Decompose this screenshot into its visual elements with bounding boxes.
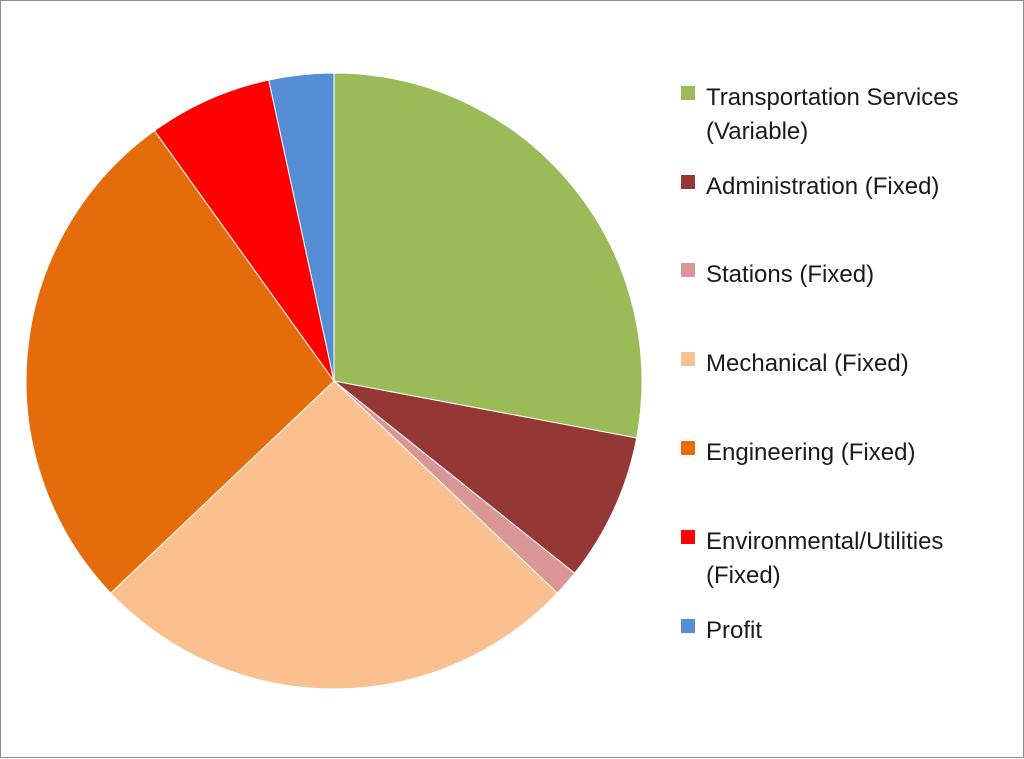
- pie-slice-engineering-fixed: [25, 130, 335, 594]
- legend-label: Environmental/Utilities (Fixed): [706, 528, 944, 589]
- legend-label: Administration (Fixed): [706, 173, 940, 200]
- legend-swatch: [681, 175, 695, 189]
- legend-label: Profit: [706, 617, 763, 644]
- legend-swatch: [681, 86, 695, 100]
- pie-slice-transportation-services-variable: [333, 72, 643, 439]
- pie-slice-profit: [268, 72, 335, 382]
- legend-swatch: [681, 263, 695, 277]
- pie-slice-administration-fixed: [333, 380, 638, 574]
- pie-slice-environmental-utilities-fixed: [153, 79, 335, 382]
- legend-swatch: [681, 619, 695, 633]
- chart-legend: Transportation Services (Variable) Admin…: [681, 1, 1021, 759]
- legend-label: Stations (Fixed): [706, 261, 875, 288]
- pie-slice-mechanical-fixed: [109, 380, 559, 690]
- legend-swatch: [681, 352, 695, 366]
- legend-label: Transportation Services (Variable): [706, 84, 959, 145]
- legend-swatch: [681, 530, 695, 544]
- legend-label: Mechanical (Fixed): [706, 350, 909, 377]
- legend-swatch: [681, 441, 695, 455]
- legend-label: Engineering (Fixed): [706, 439, 916, 466]
